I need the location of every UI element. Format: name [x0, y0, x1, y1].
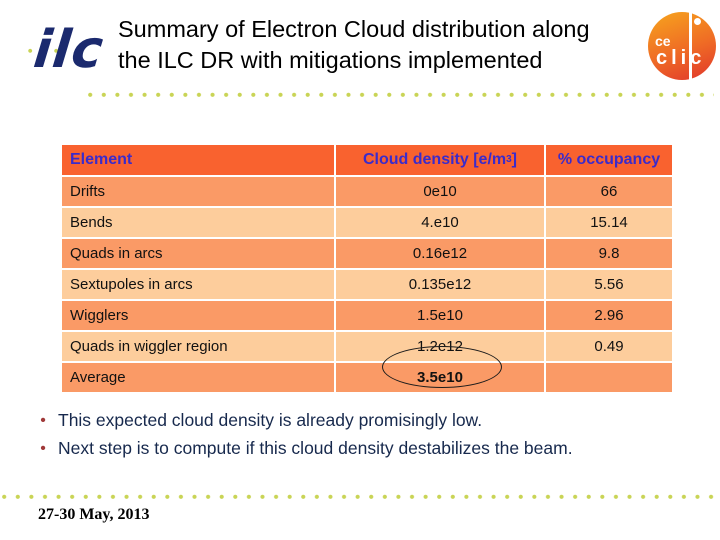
- cell-density: 0.16e12: [336, 239, 546, 268]
- bullet-item: • Next step is to compute if this cloud …: [28, 438, 700, 459]
- table-row-quads-arcs: Quads in arcs 0.16e12 9.8: [62, 239, 672, 270]
- title-underline-dots: [88, 92, 714, 98]
- cell-occupancy: 15.14: [590, 214, 628, 231]
- cell-occupancy: 9.8: [598, 245, 620, 262]
- header-cloud-density: Cloud density [e/m 3]: [336, 145, 546, 175]
- header-density-suffix: ]: [511, 151, 517, 168]
- page-title-line1: Summary of Electron Cloud distribution a…: [118, 16, 590, 42]
- cell-element: Wigglers: [62, 301, 336, 330]
- cell-density: 0e10: [336, 177, 546, 206]
- cell-element: Quads in wiggler region: [62, 332, 336, 361]
- ilc-logo-dots: [28, 48, 64, 54]
- cell-occupancy: 0.49: [594, 338, 624, 355]
- cell-element: Average: [62, 363, 336, 392]
- clic-logo: ce clic: [648, 9, 716, 85]
- clic-logo-line: [689, 9, 692, 85]
- table-row-drifts: Drifts 0e10 66: [62, 177, 672, 208]
- cell-occupancy: 2.96: [594, 307, 624, 324]
- page-title-line2: the ILC DR with mitigations implemented: [118, 47, 543, 73]
- cell-density: 4.e10: [336, 208, 546, 237]
- cell-density: 0.135e12: [336, 270, 546, 299]
- cell-occupancy: 66: [600, 183, 618, 200]
- header-density-prefix: Cloud density [e/m: [362, 151, 507, 168]
- table-row-sextupoles: Sextupoles in arcs 0.135e12 5.56: [62, 270, 672, 301]
- bullet-marker: •: [40, 412, 46, 429]
- electron-cloud-table: Element Cloud density [e/m 3] % occupancy…: [62, 145, 672, 392]
- header-element: Element: [62, 145, 336, 175]
- table-row-average: Average 3.5e10: [62, 363, 672, 392]
- table-header-row: Element Cloud density [e/m 3] % occupancy: [62, 145, 672, 177]
- ilc-logo-text: ilc: [30, 20, 107, 80]
- table-row-quads-wiggler: Quads in wiggler region 1.2e12 0.49: [62, 332, 672, 363]
- footer-date: 27-30 May, 2013: [38, 506, 150, 523]
- table-row-bends: Bends 4.e10 15.14: [62, 208, 672, 239]
- bullet-text: This expected cloud density is already p…: [58, 410, 483, 430]
- header-occupancy: % occupancy: [557, 151, 661, 168]
- bullet-marker: •: [40, 440, 46, 457]
- clic-logo-ce-text: ce: [655, 33, 671, 49]
- cell-density: 1.5e10: [336, 301, 546, 330]
- bullet-list: • This expected cloud density is already…: [28, 410, 700, 466]
- cell-occupancy: [546, 363, 672, 392]
- bullet-text: Next step is to compute if this cloud de…: [58, 438, 573, 458]
- clic-logo-dot: [694, 18, 701, 25]
- cell-element: Drifts: [62, 177, 336, 206]
- footer-dots: [2, 494, 718, 500]
- bullet-item: • This expected cloud density is already…: [28, 410, 700, 431]
- clic-logo-clic-text: clic: [656, 47, 706, 69]
- page-title: Summary of Electron Cloud distribution a…: [118, 14, 653, 76]
- cell-element: Quads in arcs: [62, 239, 336, 268]
- cell-occupancy: 5.56: [594, 276, 624, 293]
- table-row-wigglers: Wigglers 1.5e10 2.96: [62, 301, 672, 332]
- cell-element: Sextupoles in arcs: [62, 270, 336, 299]
- ilc-logo: ilc: [26, 12, 116, 92]
- cell-element: Bends: [62, 208, 336, 237]
- highlight-ellipse: [382, 346, 502, 388]
